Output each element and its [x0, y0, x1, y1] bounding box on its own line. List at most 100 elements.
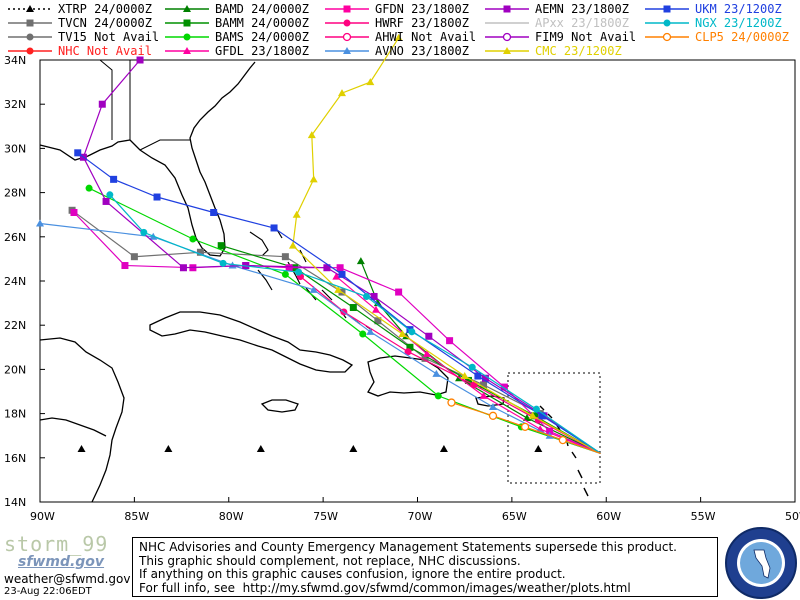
lat-label: 32N	[4, 98, 26, 111]
lon-label: 70W	[408, 510, 433, 523]
track-point-gfdn	[121, 262, 129, 270]
lon-label: 60W	[596, 510, 621, 523]
legend-marker-avno	[343, 47, 351, 54]
track-point-aemn	[136, 56, 144, 64]
org-logo[interactable]: sfwmd.gov	[18, 554, 105, 570]
track-point-clp5	[520, 422, 530, 432]
legend-label-bamm: BAMM 24/0000Z	[215, 16, 309, 30]
track-point-cmc	[460, 372, 469, 380]
lat-label: 24N	[4, 275, 26, 288]
legend-label-hwrf: HWRF 23/1800Z	[375, 16, 469, 30]
legend-item-gfdl: GFDL 23/1800Z	[163, 44, 318, 58]
lon-label: 65W	[502, 510, 527, 523]
legend-swatch-ukm	[645, 5, 689, 13]
legend-swatch-tvcn	[8, 19, 52, 27]
track-point-cmc	[366, 78, 375, 86]
track-point-gfdl	[422, 349, 431, 357]
legend-label-gfdn: GFDN 23/1800Z	[375, 2, 469, 16]
legend-item-xtrp: XTRP 24/0000Z	[6, 2, 161, 16]
legend-label-ngx: NGX 23/1200Z	[695, 16, 782, 30]
legend-swatch-avno	[325, 47, 369, 54]
legend-swatch-fim9	[485, 32, 529, 42]
legend-item-bamm: BAMM 24/0000Z	[163, 16, 318, 30]
track-point-ukm	[153, 193, 161, 201]
legend-swatch-gfdn	[325, 5, 369, 13]
track-cmc	[288, 33, 601, 454]
disclaimer-line[interactable]: For full info, see http://my.sfwmd.gov/s…	[139, 580, 631, 595]
track-point-gfdn	[500, 383, 508, 391]
legend-marker-gfdl	[183, 47, 191, 54]
track-point-bamd	[522, 414, 531, 422]
track-point-cmc	[309, 175, 318, 183]
legend-marker-gfdn	[343, 5, 351, 13]
track-point-tvcn	[374, 317, 382, 325]
legend-marker-aemn	[503, 5, 511, 13]
track-ngx	[106, 191, 601, 454]
track-line-ukm	[77, 152, 601, 454]
track-point-cmc	[394, 33, 403, 41]
legend-item-bams: BAMS 24/0000Z	[163, 30, 318, 44]
track-point-gfdl	[371, 305, 380, 313]
track-point-cmc	[288, 241, 297, 249]
legend-swatch-bamd	[165, 5, 209, 12]
legend-marker-tvcn	[26, 19, 34, 27]
track-point-bams	[359, 330, 367, 338]
legend-label-bamd: BAMD 24/0000Z	[215, 2, 309, 16]
legend-label-clp5: CLP5 24/0000Z	[695, 30, 789, 44]
track-point-xtrp	[349, 444, 358, 452]
state-boundary	[99, 59, 113, 140]
track-point-ukm	[110, 175, 118, 183]
legend-label-cmc: CMC 23/1200Z	[535, 44, 622, 58]
track-point-xtrp	[439, 444, 448, 452]
forecast-tracks	[36, 33, 601, 454]
legend-label-ahwi: AHWI Not Avail	[375, 30, 477, 44]
axis-labels: 34N 32N 30N 28N 26N 24N 22N 20N 18N 16N 14N 90W 85W 8…	[4, 54, 800, 523]
track-point-tvcn	[480, 381, 488, 389]
legend-marker-nhc	[26, 47, 34, 55]
legend-item-fim9: FIM9 Not Avail	[483, 30, 638, 44]
disclaimer-line: This graphic should complement, not repl…	[139, 553, 521, 568]
lon-label: 90W	[30, 510, 55, 523]
track-point-avno	[432, 369, 441, 377]
lat-label: 16N	[4, 452, 26, 465]
track-point-tvcn	[130, 253, 138, 261]
track-line-aemn	[82, 59, 601, 454]
legend-item-clp5: CLP5 24/0000Z	[643, 30, 798, 44]
legend-label-xtrp: XTRP 24/0000Z	[58, 2, 152, 16]
legend-item-tvcn: TVCN 24/0000Z	[6, 16, 161, 30]
track-point-cmc	[398, 330, 407, 338]
track-point-gfdn	[446, 337, 454, 345]
track-point-gfdn	[285, 264, 293, 272]
track-point-bamm	[217, 242, 225, 250]
disclaimer-line: NHC Advisories and County Emergency Mana…	[139, 540, 677, 554]
legend-item-ngx: NGX 23/1200Z	[643, 16, 798, 30]
track-point-ngx	[363, 292, 371, 300]
legend-swatch-tv15	[8, 33, 52, 41]
legend-swatch-xtrp	[8, 5, 52, 12]
track-point-ukm	[538, 412, 546, 420]
track-line-cmc	[292, 37, 601, 454]
track-point-avno	[309, 285, 318, 293]
legend-swatch-nhc	[8, 47, 52, 55]
track-point-xtrp	[534, 444, 543, 452]
disclaimer-line: If anything on this graphic causes confu…	[139, 567, 566, 581]
track-point-ngx	[408, 328, 416, 336]
track-point-aemn	[425, 332, 433, 340]
contact-email[interactable]: weather@sfwmd.gov	[4, 572, 131, 586]
storm-name: storm_99	[4, 532, 109, 556]
legend-item-ukm: UKM 23/1200Z	[643, 2, 798, 16]
legend-item-tv15: TV15 Not Avail	[6, 30, 161, 44]
track-point-clp5	[447, 398, 456, 407]
track-point-ukm	[210, 208, 218, 216]
track-xtrp	[77, 444, 543, 452]
track-point-cmc	[528, 411, 537, 419]
track-point-cmc	[338, 89, 346, 97]
state-boundary	[139, 139, 190, 151]
legend-item-hwrf: HWRF 23/1800Z	[323, 16, 478, 30]
legend-label-tv15: TV15 Not Avail	[58, 30, 160, 44]
track-point-aemn	[102, 197, 110, 205]
legend-swatch-clp5	[645, 32, 689, 42]
legend-marker-hwrf	[343, 19, 351, 27]
track-point-gfdn	[395, 288, 403, 296]
